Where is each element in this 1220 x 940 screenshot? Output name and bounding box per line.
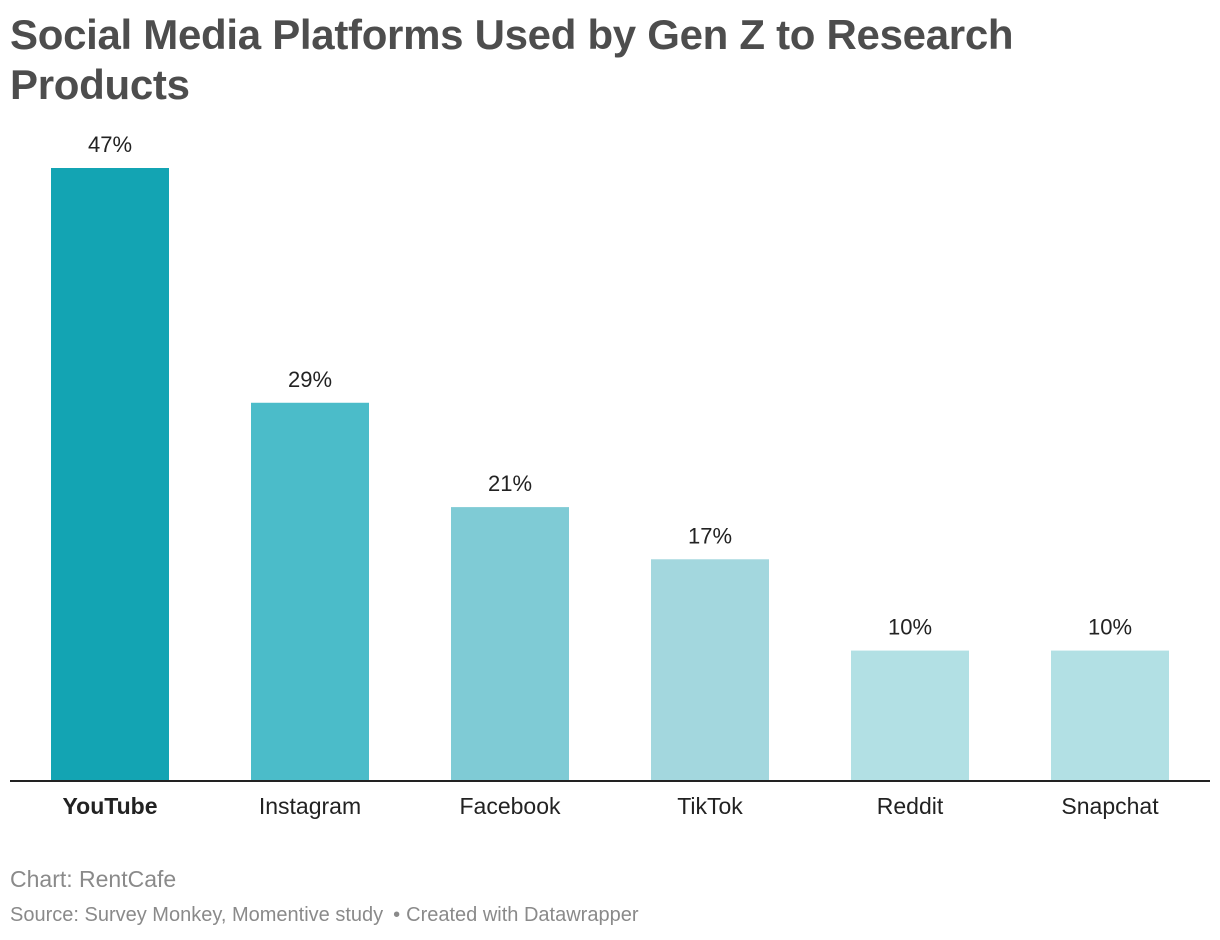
source-text: Source: Survey Monkey, Momentive study: [10, 904, 384, 926]
category-label-tiktok: TikTok: [677, 793, 743, 819]
category-label-reddit: Reddit: [877, 793, 944, 819]
value-label-instagram: 29%: [288, 367, 332, 392]
category-label-snapchat: Snapchat: [1061, 793, 1159, 819]
bar-chart: 47% YouTube 29% Instagram 21% Facebook 17% TikT…: [10, 132, 1210, 819]
chart-credit: Chart: RentCafe: [10, 866, 177, 892]
created-with-link[interactable]: Created with Datawrapper: [406, 904, 639, 926]
source-line: Source: Survey Monkey, Momentive study • C…: [10, 904, 638, 927]
value-label-youtube: 47%: [88, 132, 132, 157]
footer-separator: •: [393, 904, 401, 926]
value-label-snapchat: 10%: [1088, 615, 1132, 640]
bar-reddit: [851, 650, 969, 781]
bar-youtube: [51, 168, 169, 781]
value-label-facebook: 21%: [488, 471, 532, 496]
bar-snapchat: [1051, 650, 1169, 781]
chart-title: Social Media Platforms Used by Gen Z to …: [10, 11, 1014, 108]
value-label-reddit: 10%: [888, 615, 932, 640]
bars-layer: 47% YouTube 29% Instagram 21% Facebook 17% TikT…: [51, 132, 1169, 819]
bar-instagram: [251, 402, 369, 781]
bar-facebook: [451, 507, 569, 781]
category-label-facebook: Facebook: [459, 793, 561, 819]
value-label-tiktok: 17%: [688, 523, 732, 548]
bar-tiktok: [651, 559, 769, 781]
category-label-youtube: YouTube: [63, 793, 158, 819]
category-label-instagram: Instagram: [259, 793, 361, 819]
